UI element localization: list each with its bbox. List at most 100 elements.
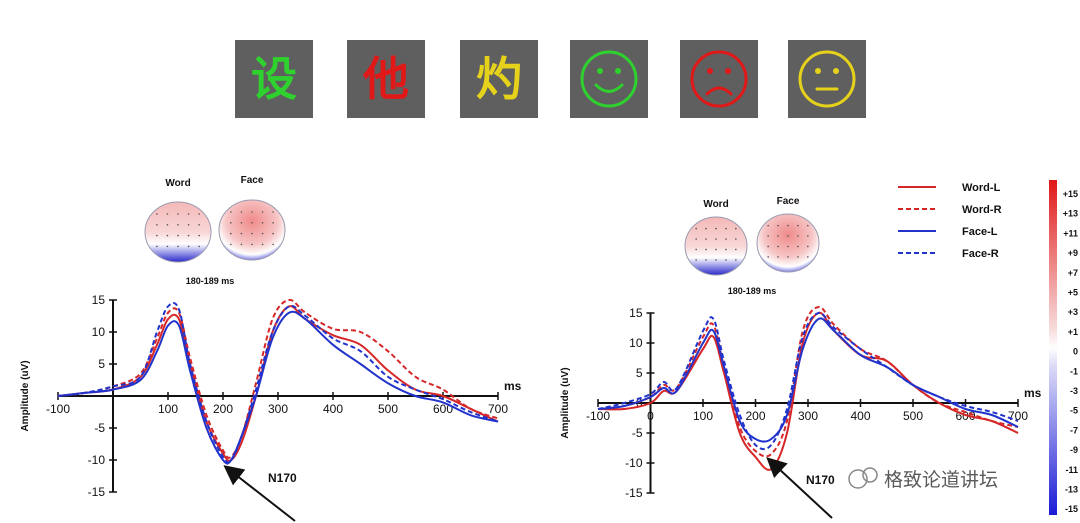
electrode-dot (705, 238, 707, 240)
electrode-dot (166, 224, 169, 226)
face-neutral-icon (798, 50, 856, 108)
topomap-label: Word (165, 178, 190, 189)
stimulus-character: 灼 (476, 52, 522, 106)
y-tick-label: 10 (92, 325, 106, 339)
electrode-dot (787, 245, 789, 248)
electrode-dot (156, 245, 158, 248)
face-eye (725, 68, 731, 74)
colorbar-tick-label: -13 (1065, 485, 1078, 495)
electrode-dot (230, 222, 232, 224)
y-tick-label: -5 (632, 426, 643, 440)
electrode-dot (735, 227, 737, 230)
colorbar-tick-label: +3 (1068, 307, 1078, 317)
electrode-dot (272, 243, 274, 246)
electrode-dot (807, 235, 809, 237)
electrode-dot (725, 227, 727, 230)
electrode-dot (230, 211, 232, 213)
y-tick-label: 15 (629, 306, 643, 320)
x-tick-label: 700 (1008, 409, 1028, 423)
electrode-dot (272, 232, 274, 235)
topomap-face (756, 213, 820, 273)
electrode-dot (166, 245, 169, 248)
electrode-dot (177, 234, 179, 237)
electrode-dot (777, 245, 779, 248)
electrode-dot (198, 213, 200, 215)
head-outline (756, 213, 820, 273)
arrow-left (223, 465, 296, 522)
head-outline (144, 201, 212, 263)
stimulus-word: 设 (235, 40, 313, 118)
legend: Word-L Word-R Face-L Face-R (898, 182, 1002, 260)
n170-label-right: N170 (806, 473, 835, 487)
electrode-dot (261, 222, 264, 224)
electrode-dot (767, 235, 769, 237)
electrode-dot (797, 245, 799, 248)
topomap-word (144, 201, 212, 263)
x-tick-label: 400 (850, 409, 870, 423)
electrode-dot (187, 245, 190, 248)
colorbar-tick-label: +11 (1063, 228, 1078, 238)
series-line-word-r (57, 298, 499, 459)
face-outline (798, 50, 856, 108)
y-tick-label: -15 (88, 485, 106, 499)
x-tick-label: -100 (46, 402, 70, 416)
electrode-dot (807, 256, 809, 258)
electrode-dot (251, 211, 253, 213)
x-tick-label: 300 (798, 409, 818, 423)
face-sad-icon (690, 50, 748, 108)
electrode-dot (695, 259, 697, 261)
y-tick-label: 5 (98, 357, 105, 371)
colorbar-tick-label: -5 (1070, 406, 1078, 416)
y-tick-label: -10 (88, 453, 106, 467)
electrode-dot (251, 222, 253, 224)
legend-label: Face-R (962, 248, 999, 260)
electrode-dot (705, 248, 707, 251)
colorbar-gradient (1049, 180, 1057, 515)
colorbar: +15 +13 +11 +9 +7 +5 +3 +1 0 -1 -3 -5 -7 -9 -11 -13 -15 (1049, 180, 1078, 515)
electrode-dot (177, 245, 179, 248)
electrode-dot (177, 224, 179, 226)
topomap-label: Face (777, 196, 800, 207)
y-tick-label: 15 (92, 293, 106, 307)
topomap-face (218, 199, 286, 261)
electrode-dot (695, 238, 697, 240)
face-eye (833, 68, 839, 74)
electrode-dot (198, 234, 200, 237)
x-tick-label: 100 (158, 402, 178, 416)
x-tick-label: -100 (586, 409, 610, 423)
y-axis-label: Amplitude (uV) (20, 360, 31, 431)
series-line-face-r (57, 302, 499, 464)
y-tick-label: -5 (94, 421, 105, 435)
electrode-dot (261, 243, 264, 246)
topomap-time-label: 180-189 ms (728, 286, 777, 296)
electrode-dot (777, 235, 779, 237)
electrode-dot (177, 213, 179, 215)
electrode-dot (797, 224, 799, 227)
x-tick-label: 200 (213, 402, 233, 416)
watermark-text: 格致论道讲坛 (884, 469, 998, 491)
electrode-dot (725, 259, 727, 261)
electrode-dot (735, 259, 737, 261)
colorbar-tick-label: +9 (1068, 248, 1078, 258)
legend-label: Word-L (962, 182, 1001, 194)
electrode-dot (187, 234, 190, 237)
stimulus-word: 灼 (460, 40, 538, 118)
electrode-dot (240, 243, 243, 246)
electrode-dot (272, 222, 274, 224)
stimulus-word: 他 (347, 40, 425, 118)
stimulus-face-happy (570, 40, 648, 118)
legend-label: Word-R (962, 204, 1002, 216)
electrode-dot (240, 211, 243, 213)
y-tick-label: 0 (636, 396, 643, 410)
electrode-dot (695, 227, 697, 230)
y-tick-label: 10 (629, 336, 643, 350)
electrode-dot (251, 232, 253, 235)
electrode-dot (261, 232, 264, 235)
colorbar-tick-label: +13 (1063, 209, 1078, 219)
x-tick-label: 200 (745, 409, 765, 423)
electrode-dot (735, 248, 737, 251)
electrode-dot (187, 213, 190, 215)
colorbar-tick-label: 0 (1073, 347, 1078, 357)
series-line-face-l (597, 317, 1019, 443)
